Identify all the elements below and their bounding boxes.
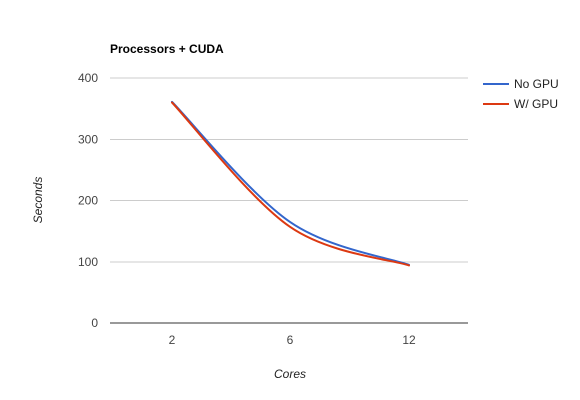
y-axis-tick-labels: 400 300 200 100 0 <box>78 71 98 330</box>
y-tick-label: 200 <box>78 194 98 208</box>
y-tick-label: 100 <box>78 255 98 269</box>
legend-label-no-gpu: No GPU <box>514 77 559 91</box>
series-line-no-gpu <box>171 100 410 266</box>
y-tick-label: 400 <box>78 71 98 85</box>
legend-item-no-gpu[interactable]: No GPU <box>483 77 559 91</box>
y-tick-label: 300 <box>78 132 98 146</box>
legend-item-w-gpu[interactable]: W/ GPU <box>483 97 558 111</box>
x-tick-label: 6 <box>287 333 294 347</box>
x-axis-tick-labels: 2 6 12 <box>169 333 416 347</box>
y-tick-label: 0 <box>91 316 98 330</box>
series-line-w-gpu <box>171 101 410 267</box>
chart-title: Processors + CUDA <box>110 42 224 56</box>
gridlines <box>110 77 468 324</box>
x-tick-label: 12 <box>402 333 416 347</box>
series-lines <box>171 100 410 267</box>
x-tick-label: 2 <box>169 333 176 347</box>
x-axis-title: Cores <box>274 367 306 381</box>
legend-label-w-gpu: W/ GPU <box>514 97 558 111</box>
y-axis-title: Seconds <box>31 177 45 224</box>
legend: No GPU W/ GPU <box>483 77 559 111</box>
